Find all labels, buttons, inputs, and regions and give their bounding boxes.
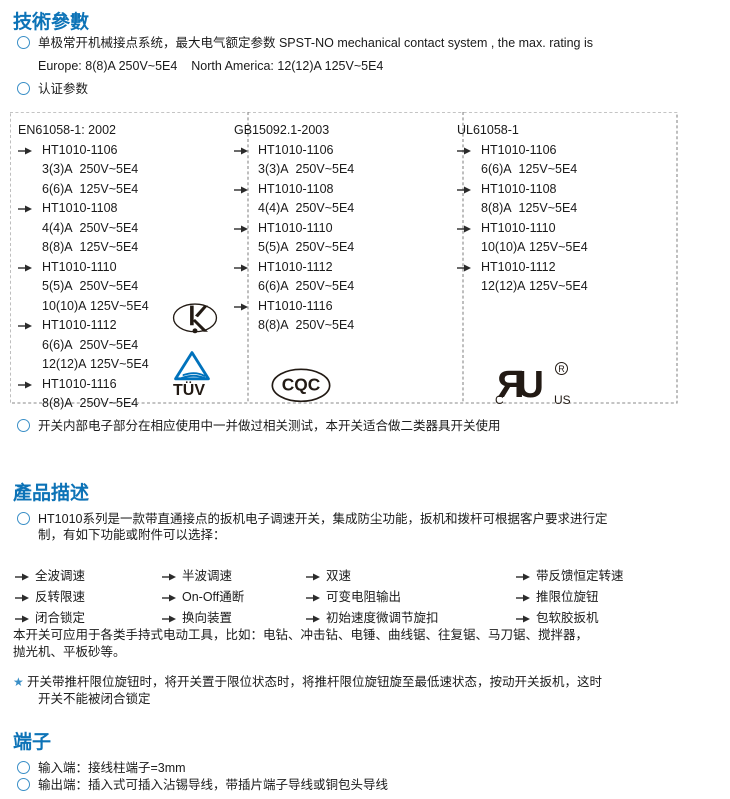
svg-text:CQC: CQC — [282, 375, 321, 395]
